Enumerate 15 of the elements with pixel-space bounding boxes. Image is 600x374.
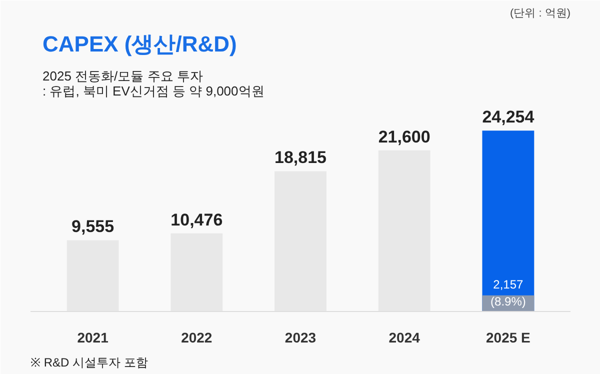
chart-subtitle: 2025 전동화/모듈 주요 투자 : 유럽, 북미 EV신거점 등 약 9,000억원 [42, 68, 264, 98]
data-label: 10,476 [170, 210, 223, 230]
x-tick-label: 2021 [77, 330, 109, 346]
data-label: 21,600 [378, 127, 430, 146]
data-label: 18,815 [274, 148, 326, 168]
data-label: 9,555 [72, 217, 114, 236]
x-tick-label: 2022 [181, 330, 212, 346]
chart-title: CAPEX (생산/R&D) [42, 32, 237, 56]
data-label: 2,157 (8.9%) [490, 278, 526, 308]
text: (단위 : 억원) [510, 8, 571, 20]
data-label: 24,254 [482, 108, 535, 127]
x-tick-label: 2024 [388, 330, 420, 346]
x-tick-label: 2023 [284, 330, 316, 346]
text: ※ R&D 시설투자 포함 [30, 356, 148, 370]
x-tick-label: 2025 E [486, 330, 530, 346]
